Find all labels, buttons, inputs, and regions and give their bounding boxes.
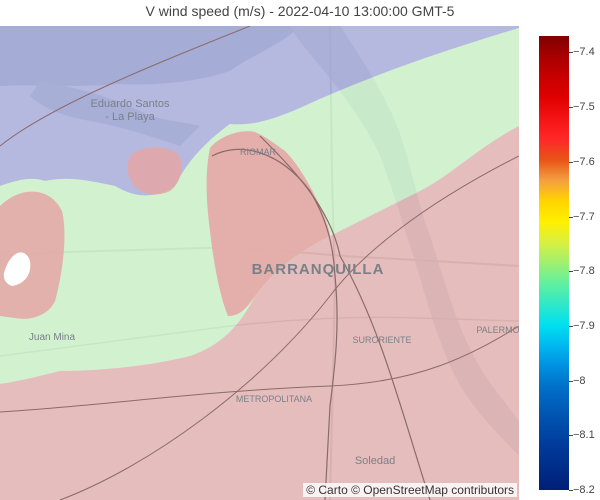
- colorbar-tick-label: −7.6: [573, 155, 595, 168]
- colorbar-tick-mark: [569, 271, 573, 273]
- colorbar-tick-mark: [569, 380, 573, 382]
- place-label-la-playa: - La Playa: [105, 111, 155, 123]
- zone-white: [3, 252, 31, 286]
- place-label-palermo: PALERMO: [476, 325, 519, 335]
- district-outline: [211, 148, 338, 500]
- colorbar-tick-mark: [569, 490, 573, 491]
- colorbar-tick-label: −7.5: [573, 101, 595, 114]
- place-label-suroriente: SURORIENTE: [352, 335, 411, 345]
- zone-red: [0, 191, 65, 319]
- map-area[interactable]: Eduardo Santos - La Playa RIOMAR BARRANQ…: [0, 26, 519, 500]
- colorbar-tick-label: −8: [573, 374, 586, 387]
- colorbar: [539, 36, 569, 490]
- district-outline: [59, 155, 519, 500]
- district-outline: [0, 325, 519, 413]
- colorbar-tick-label: −7.8: [573, 265, 595, 278]
- colorbar-tick-label: −7.9: [573, 319, 595, 332]
- colorbar-tick-mark: [569, 325, 573, 327]
- colorbar-tick-mark: [569, 216, 573, 218]
- colorbar-tick-label: −7.4: [573, 46, 595, 59]
- colorbar-tick-label: −8.1: [573, 429, 595, 442]
- map-title: V wind speed (m/s) - 2022-04-10 13:00:00…: [145, 3, 455, 19]
- district-outline: [259, 135, 431, 500]
- colorbar-tick-mark: [569, 107, 573, 109]
- place-label-barranquilla: BARRANQUILLA: [252, 261, 385, 278]
- colorbar-tick-label: −8.2: [573, 484, 595, 496]
- zone-red: [127, 147, 182, 195]
- map-attribution: © Carto © OpenStreetMap contributors: [303, 483, 517, 497]
- place-label-juan-mina: Juan Mina: [29, 332, 76, 343]
- place-label-riomar: RIOMAR: [240, 147, 277, 157]
- zone-blue: [0, 26, 519, 196]
- place-label-eduardo-santos: Eduardo Santos: [91, 98, 170, 110]
- colorbar-tick-mark: [569, 161, 573, 163]
- colorbar-tick-mark: [569, 435, 573, 437]
- district-outline: [0, 26, 251, 147]
- place-label-metropolitana: METROPOLITANA: [236, 394, 312, 404]
- colorbar-tick-label: −7.7: [573, 210, 595, 223]
- colorbar-tick-mark: [569, 52, 573, 54]
- zone-red: [0, 126, 519, 500]
- place-label-soledad: Soledad: [355, 455, 395, 467]
- map-canvas[interactable]: Eduardo Santos - La Playa RIOMAR BARRANQ…: [0, 26, 519, 500]
